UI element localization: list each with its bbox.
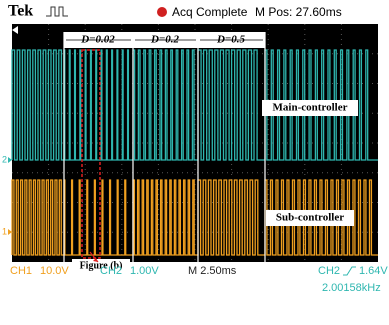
ch1-label: CH1	[10, 265, 32, 277]
duty-label: D=0.2	[150, 34, 179, 46]
oscilloscope-screenshot: Tek Acq Complete M Pos: 27.60ms D=0.02 D…	[0, 0, 389, 325]
ch2-scale: 1.00V	[130, 265, 159, 277]
ch1-scale: 10.0V	[40, 265, 69, 277]
brand: Tek	[8, 3, 33, 20]
trigger-level: 1.64V	[359, 265, 388, 277]
status: Acq Complete	[172, 5, 248, 19]
main-controller-label: Main-controller	[273, 102, 348, 114]
status-dot	[157, 7, 167, 17]
ch2-label: CH2	[100, 265, 122, 277]
timebase: M 2.50ms	[188, 265, 237, 277]
duty-label: D=0.5	[216, 34, 245, 46]
duty-label: D=0.02	[80, 34, 115, 46]
ch1-marker: 1	[2, 226, 7, 236]
position: M Pos: 27.60ms	[255, 5, 342, 19]
frequency: 2.00158kHz	[322, 282, 381, 294]
ch2-marker: 2	[2, 154, 7, 164]
trigger-source: CH2	[318, 265, 340, 277]
sub-controller-label: Sub-controller	[276, 212, 344, 224]
